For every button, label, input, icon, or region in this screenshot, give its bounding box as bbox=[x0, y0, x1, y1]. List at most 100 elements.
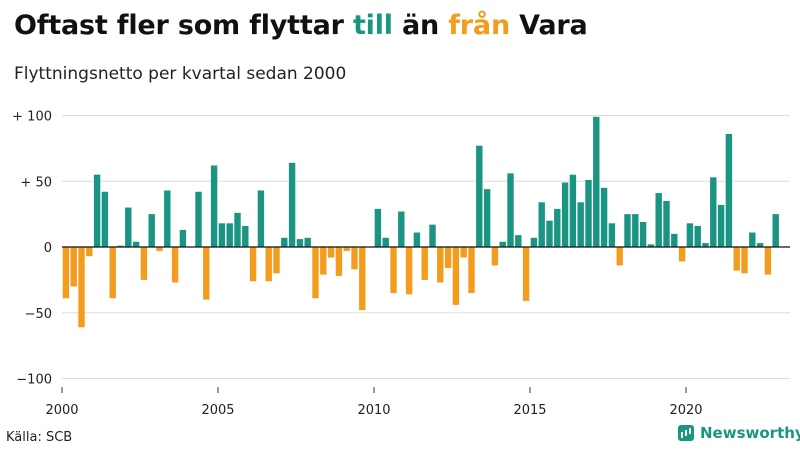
bar bbox=[499, 241, 506, 247]
bar bbox=[764, 247, 772, 275]
x-axis-ticks: 2000 2005 2010 2015 2020 bbox=[45, 387, 703, 418]
bar bbox=[429, 224, 436, 248]
bar bbox=[741, 247, 748, 274]
bar bbox=[530, 237, 538, 247]
bar bbox=[171, 247, 179, 283]
x-tick-label: 2020 bbox=[669, 403, 702, 418]
bar bbox=[585, 179, 592, 247]
bar bbox=[125, 207, 132, 247]
bar bbox=[671, 233, 678, 247]
bar bbox=[468, 247, 475, 294]
bar bbox=[249, 247, 257, 282]
bar bbox=[733, 247, 740, 271]
title-part-1: Oftast fler som flyttar bbox=[14, 10, 353, 41]
bar bbox=[296, 239, 304, 247]
bar bbox=[109, 247, 116, 299]
bar bbox=[678, 247, 686, 262]
bar bbox=[304, 237, 311, 247]
bar bbox=[257, 190, 265, 247]
bar bbox=[70, 247, 77, 287]
bar bbox=[86, 247, 93, 257]
bar bbox=[218, 223, 226, 247]
bar bbox=[78, 247, 85, 328]
bar bbox=[398, 211, 405, 247]
bar bbox=[483, 189, 491, 247]
chart-subtitle: Flyttningsnetto per kvartal sedan 2000 bbox=[14, 64, 347, 84]
bar bbox=[725, 133, 733, 247]
bar bbox=[452, 247, 460, 305]
bar bbox=[413, 232, 421, 247]
bar bbox=[437, 247, 444, 283]
bar bbox=[288, 162, 296, 247]
bar bbox=[522, 247, 530, 301]
bar bbox=[62, 247, 70, 299]
bar bbox=[554, 208, 561, 247]
title-part-2: än bbox=[392, 10, 449, 41]
bar bbox=[616, 247, 623, 266]
y-tick-label: −100 bbox=[16, 373, 52, 388]
bar bbox=[710, 177, 717, 247]
y-tick-label: −50 bbox=[25, 307, 52, 322]
bar bbox=[320, 247, 327, 275]
bar bbox=[702, 243, 709, 247]
title-part-3: Vara bbox=[509, 10, 588, 41]
bar bbox=[647, 244, 655, 247]
bar bbox=[593, 116, 600, 247]
bar bbox=[101, 191, 109, 247]
title-till: till bbox=[352, 10, 393, 41]
bar bbox=[164, 190, 171, 247]
bar bbox=[663, 200, 670, 247]
bar bbox=[655, 193, 662, 247]
bar bbox=[608, 223, 616, 247]
bar bbox=[561, 182, 569, 247]
x-tick-label: 2010 bbox=[357, 403, 390, 418]
bar bbox=[405, 247, 413, 295]
bar bbox=[327, 247, 335, 258]
bar bbox=[203, 247, 210, 300]
bar bbox=[265, 247, 272, 282]
bars bbox=[62, 116, 779, 328]
bar bbox=[632, 214, 639, 248]
bar bbox=[156, 247, 163, 251]
gridlines bbox=[62, 115, 790, 379]
bar bbox=[577, 202, 584, 247]
y-tick-label: 0 bbox=[44, 241, 52, 256]
brand-logo[interactable]: Newsworthy bbox=[678, 424, 800, 442]
y-axis-ticks: + 100 + 50 0 −50 −100 bbox=[12, 110, 52, 388]
bar bbox=[421, 247, 428, 280]
bar bbox=[351, 247, 358, 270]
bar bbox=[335, 247, 343, 276]
bar bbox=[546, 220, 553, 247]
bar bbox=[444, 247, 452, 269]
bar bbox=[179, 229, 187, 247]
bar bbox=[460, 247, 467, 258]
bar bbox=[515, 235, 522, 247]
bar bbox=[756, 243, 764, 247]
bar bbox=[359, 247, 366, 311]
bar bbox=[343, 247, 350, 251]
bar bbox=[281, 237, 288, 247]
bar bbox=[600, 187, 608, 247]
bar bbox=[624, 214, 631, 248]
bar bbox=[507, 173, 514, 247]
y-tick-label: + 50 bbox=[20, 175, 52, 190]
bar bbox=[242, 225, 249, 247]
bar bbox=[390, 247, 397, 294]
bar bbox=[210, 165, 218, 247]
bar bbox=[374, 208, 382, 247]
bar bbox=[132, 241, 140, 247]
title-fran: från bbox=[448, 10, 510, 41]
bar bbox=[569, 174, 577, 248]
x-tick-label: 2005 bbox=[201, 403, 234, 418]
bar bbox=[686, 223, 694, 247]
y-tick-label: + 100 bbox=[12, 110, 52, 125]
bar bbox=[538, 202, 545, 247]
newsworthy-logo-icon bbox=[678, 425, 694, 441]
bar bbox=[639, 222, 647, 247]
brand-name: Newsworthy bbox=[700, 424, 800, 442]
page-title: Oftast fler som flyttar till än från Var… bbox=[14, 10, 588, 41]
bar bbox=[273, 247, 280, 274]
bar bbox=[226, 223, 233, 247]
bar bbox=[491, 247, 499, 266]
